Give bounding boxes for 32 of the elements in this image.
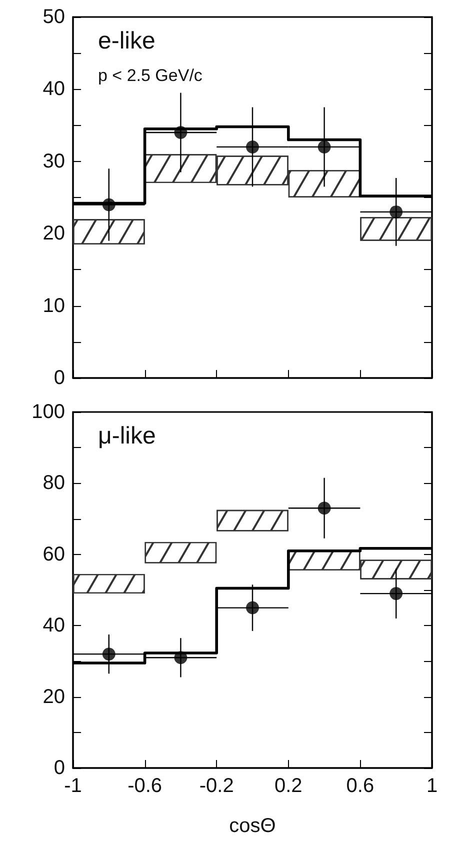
x-axis-title: cosΘ (229, 815, 276, 837)
y-tick-label: 0 (54, 367, 65, 389)
y-tick-label: 40 (42, 614, 65, 637)
x-tick-label: 0.6 (346, 775, 374, 797)
x-tick-label: -1 (64, 775, 82, 797)
annotation: μ-like (98, 422, 156, 450)
point (174, 651, 188, 664)
x-tick-label: 1 (426, 775, 438, 797)
point (318, 140, 331, 154)
point (390, 205, 403, 218)
point (102, 648, 116, 661)
point (246, 601, 259, 614)
y-tick-label: 0 (54, 757, 65, 779)
y-tick-label: 40 (42, 78, 65, 100)
y-tick-label: 10 (42, 294, 65, 317)
annotation: p < 2.5 GeV/c (98, 66, 203, 85)
y-tick-label: 20 (42, 686, 65, 708)
y-tick-label: 30 (42, 150, 65, 172)
x-tick-label: -0.2 (199, 775, 234, 797)
point (102, 198, 116, 212)
y-tick-label: 50 (42, 6, 65, 28)
y-tick-label: 60 (42, 543, 65, 566)
y-tick-label: 100 (32, 401, 65, 423)
point (318, 502, 331, 515)
y-tick-label: 80 (42, 472, 65, 494)
point (246, 140, 259, 154)
point (390, 587, 403, 600)
annotation: e-like (98, 28, 156, 54)
point (174, 126, 188, 140)
x-tick-label: 0.2 (274, 775, 302, 797)
x-tick-label: -0.6 (128, 775, 162, 797)
y-tick-label: 20 (42, 222, 65, 245)
